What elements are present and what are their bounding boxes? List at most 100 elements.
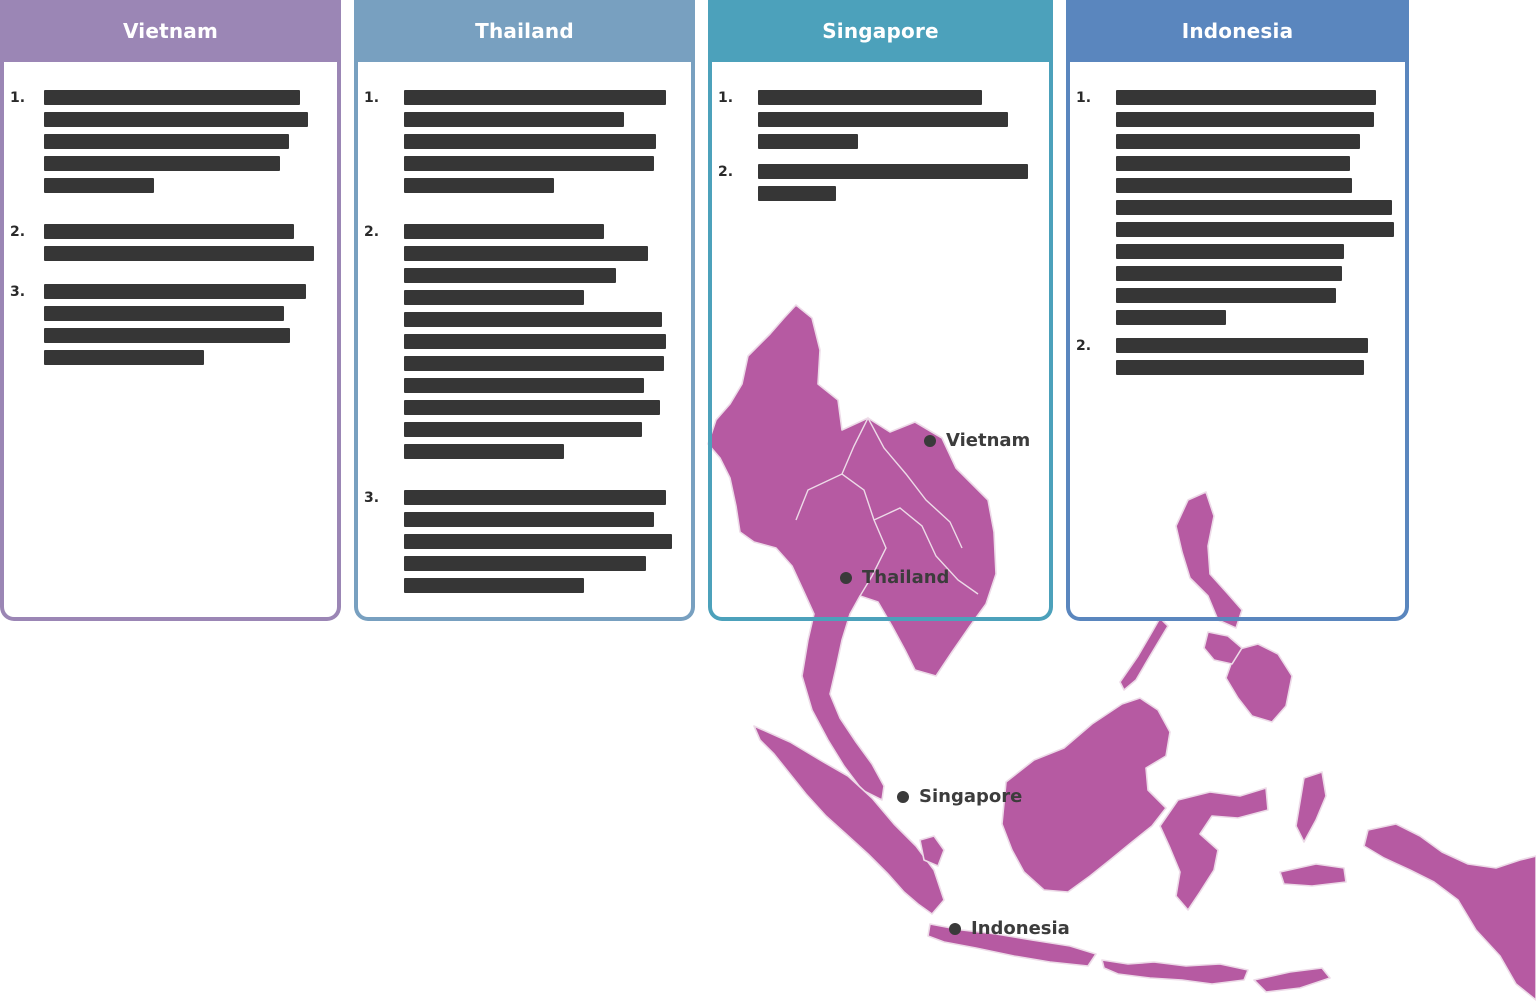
map-bangka	[919, 835, 945, 867]
card-header-thailand: Thailand	[358, 0, 691, 62]
item-number: 2.	[10, 224, 26, 240]
map-label-text: Indonesia	[971, 918, 1070, 939]
redacted-line	[1116, 310, 1226, 325]
redacted-line	[1116, 178, 1352, 193]
redacted-line	[1116, 288, 1336, 303]
card-singapore: Singapore 1. 2.	[708, 0, 1053, 621]
redacted-line	[404, 312, 662, 327]
redacted-line	[404, 422, 642, 437]
redacted-line	[1116, 266, 1342, 281]
vietnam-item-1: 1.	[4, 88, 337, 198]
redacted-line	[404, 578, 584, 593]
redacted-line	[1116, 200, 1392, 215]
redacted-line	[44, 306, 284, 321]
indonesia-item-2: 2.	[1070, 336, 1405, 384]
redacted-line	[44, 350, 204, 365]
redacted-line	[44, 90, 300, 105]
vietnam-item-3: 3.	[4, 282, 337, 378]
redacted-line	[1116, 156, 1350, 171]
redacted-line	[44, 134, 289, 149]
redacted-line	[758, 90, 982, 105]
map-label-text: Singapore	[919, 786, 1023, 807]
card-header-indonesia: Indonesia	[1070, 0, 1405, 62]
redacted-line	[758, 112, 1008, 127]
map-sumatra	[753, 725, 945, 915]
redacted-line	[1116, 112, 1374, 127]
thailand-item-2: 2.	[358, 222, 691, 462]
map-philippines-visayas	[1203, 631, 1243, 665]
map-label-singapore: Singapore	[897, 786, 1022, 807]
map-java	[927, 923, 1097, 967]
redacted-line	[1116, 222, 1394, 237]
map-borneo	[1001, 697, 1171, 893]
redacted-line	[44, 284, 306, 299]
card-body-vietnam: 1. 2. 3.	[4, 62, 337, 617]
location-dot	[840, 571, 852, 584]
indonesia-item-1: 1.	[1070, 88, 1405, 325]
card-title-thailand: Thailand	[475, 19, 574, 43]
redacted-line	[1116, 244, 1344, 259]
map-label-thailand: Thailand	[840, 567, 949, 588]
redacted-line	[758, 164, 1028, 179]
map-label-text: Thailand	[862, 567, 950, 588]
card-title-singapore: Singapore	[822, 19, 939, 43]
item-number: 3.	[364, 490, 380, 506]
map-philippines-mindanao	[1225, 643, 1293, 723]
redacted-line	[404, 224, 604, 239]
redacted-line	[404, 512, 654, 527]
card-title-indonesia: Indonesia	[1181, 19, 1294, 43]
item-number: 2.	[718, 164, 734, 180]
item-number: 1.	[364, 90, 380, 106]
map-thailand-border	[795, 473, 887, 597]
map-label-vietnam: Vietnam	[924, 430, 1030, 451]
redacted-line	[404, 290, 584, 305]
redacted-line	[404, 134, 656, 149]
redacted-line	[404, 178, 554, 193]
map-new-guinea	[1363, 823, 1536, 1001]
map-landmasses	[707, 304, 1536, 1001]
card-vietnam: Vietnam 1. 2. 3.	[0, 0, 341, 621]
card-body-indonesia: 1. 2.	[1070, 62, 1405, 617]
location-dot	[897, 790, 909, 803]
item-number: 1.	[1076, 90, 1092, 106]
redacted-line	[404, 444, 564, 459]
location-dot	[924, 434, 936, 447]
map-lesser-sunda	[1101, 959, 1249, 985]
redacted-line	[44, 178, 154, 193]
redacted-line	[44, 328, 290, 343]
thailand-item-1: 1.	[358, 88, 691, 208]
redacted-line	[44, 156, 280, 171]
map-label-text: Vietnam	[946, 430, 1031, 451]
redacted-line	[404, 334, 666, 349]
map-mainland-southeast-asia	[707, 304, 997, 801]
redacted-line	[44, 224, 294, 239]
redacted-line	[44, 246, 314, 261]
map-sulawesi	[1159, 787, 1269, 911]
map-cambodia-border	[873, 507, 979, 595]
map-seram	[1279, 863, 1347, 887]
redacted-line	[758, 134, 858, 149]
redacted-line	[404, 378, 644, 393]
redacted-line	[44, 112, 308, 127]
singapore-item-1: 1.	[712, 88, 1049, 149]
redacted-line	[404, 112, 624, 127]
redacted-line	[404, 90, 666, 105]
redacted-line	[404, 400, 660, 415]
card-body-singapore: 1. 2.	[712, 62, 1049, 617]
redacted-line	[404, 356, 664, 371]
redacted-line	[758, 186, 836, 201]
singapore-item-2: 2.	[712, 162, 1049, 208]
redacted-line	[404, 268, 616, 283]
item-number: 1.	[10, 90, 26, 106]
redacted-line	[404, 534, 672, 549]
map-palawan	[1119, 617, 1169, 691]
redacted-line	[404, 156, 654, 171]
map-label-indonesia: Indonesia	[949, 918, 1070, 939]
card-body-thailand: 1. 2. 3.	[358, 62, 691, 617]
card-header-singapore: Singapore	[712, 0, 1049, 62]
card-title-vietnam: Vietnam	[122, 19, 219, 43]
map-halmahera	[1295, 771, 1327, 843]
card-indonesia: Indonesia 1. 2.	[1066, 0, 1409, 621]
